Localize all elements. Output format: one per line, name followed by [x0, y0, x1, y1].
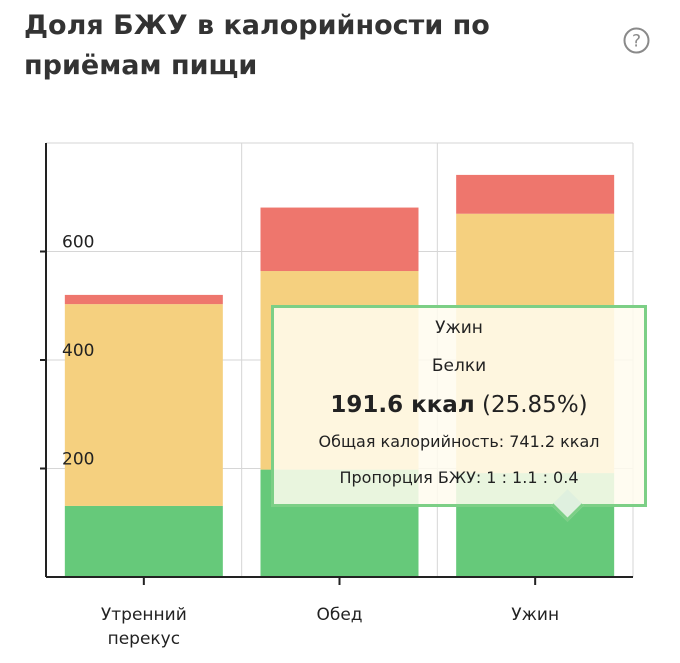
- bar-segment[interactable]: [260, 207, 419, 272]
- y-tick-label: 400: [62, 341, 94, 361]
- y-tick-label: 200: [62, 450, 94, 470]
- tooltip-value-line: 191.6 ккал (25.85%): [274, 392, 644, 418]
- x-tick-label: Утренний: [101, 605, 187, 625]
- tooltip-value: 191.6 ккал: [330, 392, 475, 418]
- svg-text:?: ?: [632, 32, 641, 52]
- x-tick-label: Ужин: [511, 605, 559, 625]
- y-tick-label: 600: [62, 233, 94, 253]
- bar-segment[interactable]: [456, 174, 615, 214]
- tooltip-total: Общая калорийность: 741.2 ккал: [318, 432, 600, 451]
- bar-segment[interactable]: [64, 304, 223, 506]
- x-tick-label: перекус: [108, 629, 181, 649]
- tooltip-series: Белки: [431, 356, 487, 376]
- bar-segment[interactable]: [64, 294, 223, 305]
- tooltip-category: Ужин: [435, 318, 483, 338]
- tooltip-percent: (25.85%): [482, 392, 588, 418]
- question-circle-icon[interactable]: ?: [623, 27, 650, 54]
- x-tick-label: Обед: [316, 605, 362, 625]
- bar-segment[interactable]: [64, 505, 223, 577]
- chart-tooltip: Ужин Белки 191.6 ккал (25.85%) Общая кал…: [271, 305, 647, 522]
- tooltip-ratio: Пропорция БЖУ: 1 : 1.1 : 0.4: [339, 468, 579, 487]
- chart-title: Доля БЖУ в калорийности по приёмам пищи: [24, 10, 490, 81]
